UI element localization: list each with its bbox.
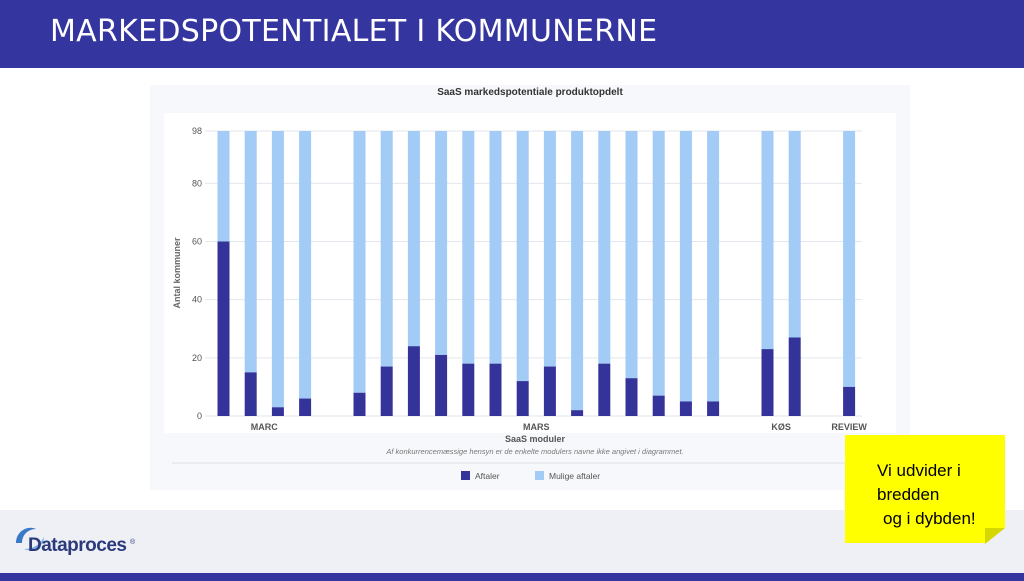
bar-mulige-aftaler (652, 131, 665, 396)
bar-mulige-aftaler (271, 131, 284, 408)
logo-text: Dataproces (28, 535, 127, 556)
bar-aftaler (516, 381, 529, 416)
note-line: og i dybden! (883, 509, 976, 528)
bar-aftaler (761, 349, 774, 416)
chart-title: SaaS markedspotentiale produktopdelt (437, 87, 623, 98)
sticky-note-text: Vi udvider i bredden og i dybden! (877, 459, 976, 531)
y-tick-label: 60 (192, 237, 202, 247)
bar-aftaler (217, 241, 230, 416)
footer-bar (0, 573, 1024, 581)
bar-aftaler (489, 363, 502, 416)
bar-aftaler (625, 378, 638, 416)
bar-mulige-aftaler (516, 131, 529, 382)
bar-mulige-aftaler (707, 131, 720, 402)
bar-aftaler (652, 395, 665, 416)
bar-mulige-aftaler (299, 131, 312, 399)
bar-mulige-aftaler (380, 131, 393, 367)
bar-aftaler (598, 363, 611, 416)
chart-subtitle: Af konkurrencemæssige hensyn er de enkel… (385, 447, 683, 456)
logo-mark-icon (16, 527, 44, 551)
bar-aftaler (353, 392, 366, 416)
bar-aftaler (244, 372, 257, 416)
group-label: MARC (251, 422, 278, 432)
bar-mulige-aftaler (598, 131, 611, 364)
bar-mulige-aftaler (625, 131, 638, 379)
bar-mulige-aftaler (435, 131, 448, 355)
y-tick-label: 20 (192, 353, 202, 363)
bar-aftaler (435, 354, 448, 416)
y-tick-label: 0 (197, 411, 202, 421)
bar-aftaler (407, 346, 420, 416)
sticky-note: Vi udvider i bredden og i dybden! (845, 435, 1005, 543)
bar-aftaler (707, 401, 720, 416)
bar-mulige-aftaler (244, 131, 257, 373)
group-label: MARS (523, 422, 550, 432)
x-axis-label: SaaS moduler (505, 434, 566, 444)
bar-mulige-aftaler (843, 131, 856, 387)
bar-mulige-aftaler (462, 131, 475, 364)
y-tick-label: 80 (192, 178, 202, 188)
y-tick-label: 98 (192, 126, 202, 136)
y-axis-label: Antal kommuner (172, 237, 182, 309)
legend-swatch (461, 471, 470, 480)
bar-mulige-aftaler (407, 131, 420, 347)
note-line: bredden (877, 485, 940, 504)
logo-registered-mark: ® (130, 539, 136, 546)
slide-title: MARKEDSPOTENTIALET I KOMMUNERNE (50, 14, 658, 49)
bar-aftaler (271, 407, 284, 416)
bar-mulige-aftaler (571, 131, 584, 411)
bar-aftaler (380, 366, 393, 416)
slide-header: MARKEDSPOTENTIALET I KOMMUNERNE (0, 0, 1024, 68)
bar-mulige-aftaler (761, 131, 774, 350)
bar-aftaler (462, 363, 475, 416)
chart-card: SaaS markedspotentiale produktopdelt 0 20… (150, 85, 910, 490)
group-label: REVIEW (831, 422, 867, 432)
bar-mulige-aftaler (679, 131, 692, 402)
legend-label: Mulige aftaler (549, 471, 600, 481)
bar-mulige-aftaler (489, 131, 502, 364)
note-line: Vi udvider i (877, 461, 961, 480)
bar-mulige-aftaler (353, 131, 366, 393)
bar-aftaler (843, 386, 856, 416)
bar-mulige-aftaler (788, 131, 801, 338)
bar-aftaler (788, 337, 801, 416)
group-label: KØS (771, 422, 791, 432)
bar-aftaler (299, 398, 312, 416)
legend-swatch (535, 471, 544, 480)
bar-aftaler (571, 410, 584, 416)
dataproces-logo: Dataproces ® (10, 519, 140, 563)
bar-mulige-aftaler (543, 131, 556, 367)
bar-aftaler (679, 401, 692, 416)
y-tick-label: 40 (192, 295, 202, 305)
plot-area (164, 113, 896, 433)
bar-aftaler (543, 366, 556, 416)
bar-mulige-aftaler (217, 131, 230, 242)
legend-label: Aftaler (475, 471, 500, 481)
stacked-bar-chart: 0 20 40 60 80 98 Antal kommuner MARC MARS KØS REVI… (164, 113, 896, 481)
